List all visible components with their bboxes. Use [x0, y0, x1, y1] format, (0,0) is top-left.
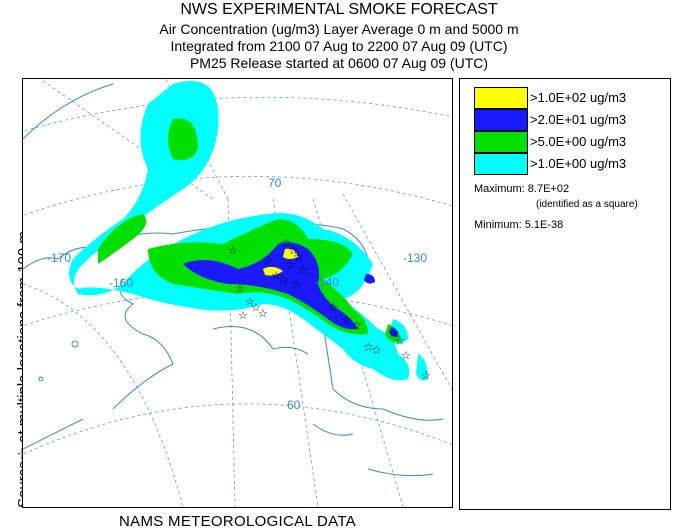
maximum-value: Maximum: 8.7E+02: [474, 183, 570, 195]
legend-item: >2.0E+01 ug/m3: [474, 109, 666, 131]
fire-sources: ☆ ☆ ☆ ☆ ☆ ☆ ☆ ☆ ☆ ☆ ☆ ☆ ☆ ☆ ☆ ☆ ☆ ☆ ☆ ☆ …: [228, 236, 431, 382]
source-star: ☆: [351, 318, 362, 332]
label-lat-70: 70: [268, 176, 282, 190]
border-and-gulf: [322, 323, 444, 421]
level4-core-2: [283, 248, 298, 259]
maximum-note: (identified as a square): [536, 199, 638, 210]
minimum-value: Minimum: 5.1E-38: [474, 219, 564, 231]
source-star: ☆: [395, 334, 405, 347]
lon-line-m170: [23, 283, 184, 507]
source-star: ☆: [235, 282, 245, 295]
source-star: ☆: [298, 263, 309, 277]
island-1: [71, 340, 79, 348]
lat-line-65: [23, 291, 452, 327]
smoke-map: ☆ ☆ ☆ ☆ ☆ ☆ ☆ ☆ ☆ ☆ ☆ ☆ ☆ ☆ ☆ ☆ ☆ ☆ ☆ ☆ …: [23, 79, 452, 507]
lat-line-80: [23, 96, 452, 132]
source-star: ☆: [371, 343, 382, 357]
source-star: ☆: [271, 269, 281, 282]
source-star: ☆: [258, 307, 268, 320]
source-star: ☆: [293, 250, 304, 264]
source-star: ☆: [281, 236, 292, 250]
source-star: ☆: [341, 313, 352, 327]
legend-swatch-green: [474, 131, 528, 153]
level3-east: [389, 327, 399, 338]
source-star: ☆: [363, 340, 374, 354]
level4-core-1: [263, 266, 283, 276]
source-star: ☆: [291, 278, 302, 292]
legend-item: >5.0E+00 ug/m3: [474, 131, 666, 153]
source-star: ☆: [401, 349, 411, 362]
release-start: PM25 Release started at 0600 07 Aug 09 (…: [189, 55, 489, 71]
source-star: ☆: [228, 244, 238, 257]
source-star: ☆: [388, 327, 398, 340]
legend-panel: >1.0E+02 ug/m3 >2.0E+01 ug/m3 >5.0E+00 u…: [459, 78, 671, 510]
label-lon-m160: -160: [109, 276, 133, 290]
south-coast: [212, 326, 309, 355]
source-star: ☆: [278, 273, 289, 287]
legend-item: >1.0E+00 ug/m3: [474, 153, 666, 175]
source-star: ☆: [245, 295, 255, 308]
lon-line-m145: [272, 198, 319, 507]
graticule-labels: -170 -160 -140 -130 70 60: [47, 176, 427, 412]
source-star: ☆: [288, 243, 299, 257]
level2-west: [98, 214, 147, 264]
source-star: ☆: [263, 254, 273, 267]
label-lat-60: 60: [287, 398, 301, 412]
source-side-label: Source☆ at multiple locations from 100 m: [0, 78, 32, 508]
concentration-subtitle: Air Concentration (ug/m3) Layer Average …: [159, 21, 519, 37]
legend-swatch-blue: [474, 109, 528, 131]
legend-label: >5.0E+00 ug/m3: [530, 134, 627, 149]
source-star: ☆: [421, 369, 431, 382]
lon-line-m130: [342, 193, 452, 391]
legend-label: >1.0E+02 ug/m3: [530, 90, 627, 105]
panhandle-coast: [367, 468, 434, 477]
siberia-coast: [23, 83, 114, 140]
level2-north: [168, 118, 198, 161]
level3-main: [183, 242, 358, 330]
alaska-peninsula: [112, 333, 174, 410]
map-panel: ☆ ☆ ☆ ☆ ☆ ☆ ☆ ☆ ☆ ☆ ☆ ☆ ☆ ☆ ☆ ☆ ☆ ☆ ☆ ☆ …: [22, 78, 453, 508]
legend-item: >1.0E+02 ug/m3: [474, 87, 666, 109]
level3-spot: [364, 274, 375, 284]
legend-swatch-cyan: [474, 153, 528, 175]
smoke-plume: [69, 81, 428, 381]
label-lon-m170: -170: [47, 251, 71, 265]
legend-label: >2.0E+01 ug/m3: [530, 112, 627, 127]
source-star: ☆: [285, 258, 296, 272]
integration-period: Integrated from 2100 07 Aug to 2200 07 A…: [170, 38, 508, 54]
source-star: ☆: [328, 300, 339, 314]
kodiak-area: [312, 423, 354, 436]
level1-area-4: [416, 354, 428, 381]
forecast-title: NWS EXPERIMENTAL SMOKE FORECAST: [180, 1, 498, 18]
lat-line-60: [23, 403, 452, 455]
label-lon-m130: -130: [403, 251, 427, 265]
source-star: ☆: [238, 309, 248, 322]
label-lon-m140: -140: [315, 275, 339, 289]
aleutians: [23, 418, 84, 450]
island-2: [38, 376, 44, 382]
legend-swatch-yellow: [474, 87, 528, 109]
source-star: ☆: [251, 301, 261, 314]
meteorological-data-label: NAMS METEOROLOGICAL DATA: [119, 513, 356, 530]
legend-label: >1.0E+00 ug/m3: [530, 156, 627, 171]
lat-line-70: [23, 175, 452, 216]
